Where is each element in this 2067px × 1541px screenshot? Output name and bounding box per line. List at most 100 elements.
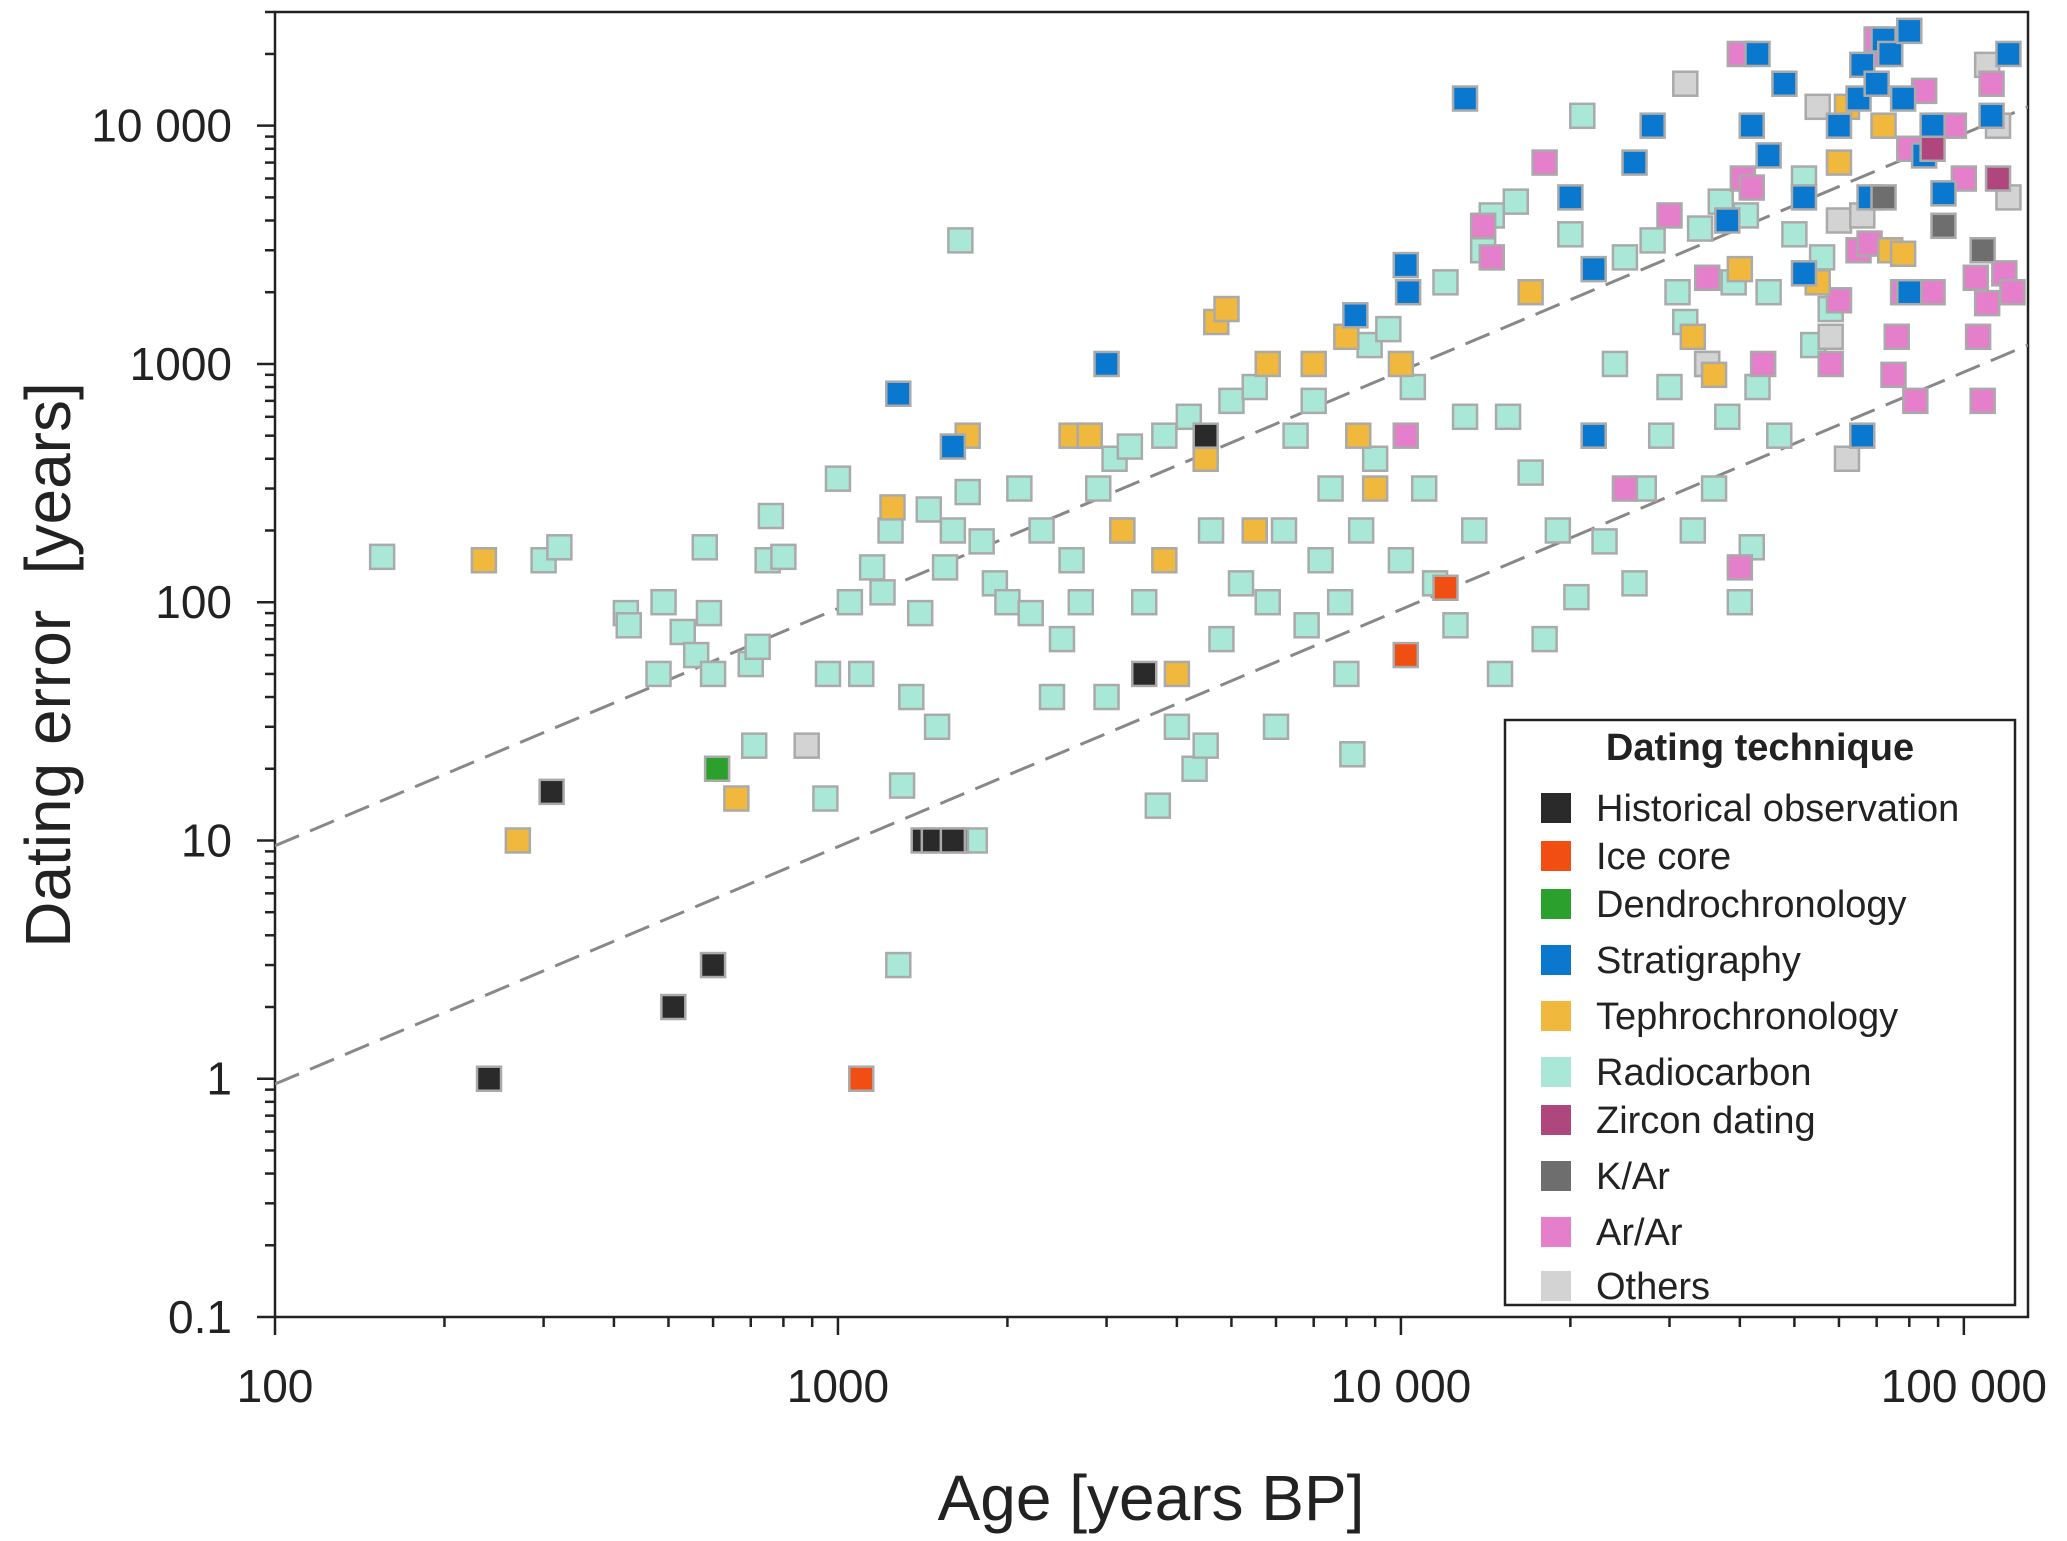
point-radiocarbon — [1293, 612, 1320, 639]
point-radiocarbon — [1494, 403, 1522, 431]
point-tephrochronology — [1213, 295, 1240, 323]
point-radiocarbon — [1300, 387, 1327, 415]
point-radiocarbon — [1700, 475, 1728, 502]
point-radiocarbon — [1085, 475, 1112, 502]
point-radiocarbon — [1442, 612, 1469, 639]
point-stratigraphy — [1896, 278, 1923, 306]
point-radiocarbon — [757, 502, 785, 530]
legend-swatch-zircon-dating — [1541, 1105, 1571, 1135]
legend-label-stratigraphy: Stratigraphy — [1596, 940, 1801, 982]
point-radiocarbon — [1282, 422, 1309, 449]
legend-swatch-stratigraphy — [1541, 945, 1571, 975]
point-radiocarbon — [1744, 373, 1771, 401]
y-axis-title: Dating error [years] — [12, 382, 84, 948]
point-radiocarbon — [1375, 315, 1402, 343]
point-ice-core — [1392, 641, 1419, 669]
point-ar-ar — [1469, 212, 1497, 240]
point-radiocarbon — [368, 543, 396, 571]
point-radiocarbon — [1517, 459, 1544, 486]
point-ar-ar — [1478, 244, 1505, 271]
point-stratigraphy — [1863, 70, 1890, 97]
point-radiocarbon — [1387, 547, 1415, 574]
point-radiocarbon — [1502, 188, 1530, 215]
point-tephrochronology — [1361, 475, 1389, 502]
point-stratigraphy — [1896, 17, 1923, 45]
point-radiocarbon — [888, 772, 916, 799]
point-radiocarbon — [939, 517, 967, 544]
point-radiocarbon — [858, 554, 886, 581]
point-stratigraphy — [885, 380, 912, 407]
legend-label-ice-core: Ice core — [1596, 836, 1731, 878]
point-stratigraphy — [1755, 142, 1782, 169]
point-ar-ar — [1531, 149, 1558, 176]
point-stratigraphy — [1825, 112, 1853, 139]
x-axis-title: Age [years BP] — [938, 1462, 1365, 1534]
x-tick-label: 100 — [237, 1360, 314, 1412]
point-radiocarbon — [1326, 588, 1354, 616]
point-radiocarbon — [1461, 517, 1488, 544]
point-radiocarbon — [1714, 403, 1741, 431]
point-radiocarbon — [885, 951, 912, 979]
point-others — [1825, 207, 1853, 234]
point-tephrochronology — [1300, 350, 1327, 378]
point-ar-ar — [1738, 174, 1766, 201]
x-tick-label: 1000 — [787, 1360, 889, 1412]
legend-swatch-radiocarbon — [1541, 1057, 1571, 1087]
point-stratigraphy — [1621, 149, 1648, 176]
point-stratigraphy — [1744, 40, 1771, 68]
point-radiocarbon — [1058, 547, 1085, 574]
point-tephrochronology — [1163, 660, 1191, 688]
point-stratigraphy — [1790, 184, 1818, 211]
point-radiocarbon — [546, 534, 573, 561]
point-radiocarbon — [645, 660, 672, 688]
point-stratigraphy — [1876, 40, 1904, 68]
point-radiocarbon — [1399, 373, 1427, 401]
point-radiocarbon — [848, 660, 875, 688]
point-radiocarbon — [1410, 475, 1438, 502]
point-stratigraphy — [1889, 85, 1917, 112]
point-radiocarbon — [1656, 373, 1683, 401]
legend-label-radiocarbon: Radiocarbon — [1596, 1052, 1811, 1094]
point-radiocarbon — [869, 579, 896, 606]
point-radiocarbon — [812, 785, 839, 812]
point-historical-observation — [699, 951, 727, 979]
point-radiocarbon — [1621, 570, 1648, 597]
point-radiocarbon — [1218, 387, 1245, 415]
point-ice-core — [848, 1065, 875, 1092]
point-ar-ar — [1902, 387, 1929, 415]
point-zircon-dating — [1984, 165, 2012, 192]
point-radiocarbon — [1486, 660, 1514, 688]
point-radiocarbon — [669, 618, 696, 646]
point-ar-ar — [1749, 350, 1777, 378]
point-ar-ar — [1392, 422, 1419, 449]
point-radiocarbon — [923, 713, 951, 741]
point-stratigraphy — [1738, 112, 1766, 139]
point-radiocarbon — [1181, 755, 1208, 782]
point-radiocarbon — [1028, 517, 1055, 544]
point-ar-ar — [1969, 387, 1996, 415]
point-radiocarbon — [1347, 517, 1375, 544]
point-tephrochronology — [504, 827, 532, 854]
point-radiocarbon — [1241, 373, 1268, 401]
reference-line-lower-dashed — [275, 343, 2028, 1086]
point-tephrochronology — [1254, 350, 1281, 378]
legend: Dating technique Historical observation I… — [1503, 718, 2017, 1308]
legend-label-historical-observation: Historical observation — [1596, 788, 1959, 830]
point-radiocarbon — [814, 660, 842, 688]
point-radiocarbon — [1317, 475, 1344, 502]
point-stratigraphy — [1557, 184, 1584, 211]
point-radiocarbon — [1197, 517, 1225, 544]
point-tephrochronology — [1151, 547, 1178, 574]
point-radiocarbon — [824, 465, 852, 492]
point-radiocarbon — [898, 683, 925, 711]
legend-swatch-ice-core — [1541, 841, 1571, 871]
point-tephrochronology — [470, 547, 498, 574]
point-radiocarbon — [1270, 517, 1298, 544]
legend-label-ar-ar: Ar/Ar — [1596, 1212, 1683, 1254]
legend-box — [1503, 718, 2017, 1307]
point-stratigraphy — [1451, 85, 1479, 112]
point-ar-ar — [1973, 289, 2001, 317]
point-tephrochronology — [1870, 112, 1897, 139]
point-stratigraphy — [1394, 278, 1422, 306]
point-radiocarbon — [1781, 221, 1808, 248]
